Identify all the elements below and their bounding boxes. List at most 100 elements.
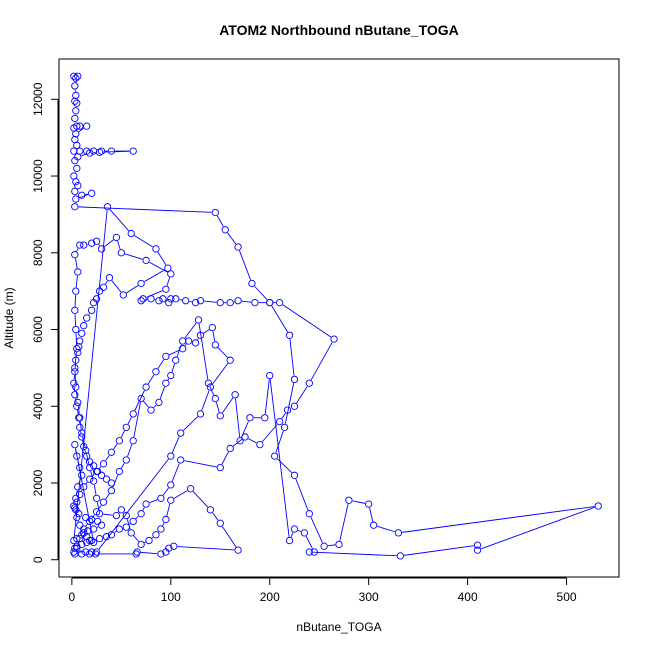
data-point bbox=[129, 410, 137, 418]
data-point bbox=[93, 467, 102, 476]
data-point bbox=[170, 542, 178, 550]
series-segment bbox=[75, 398, 77, 403]
series-segment bbox=[248, 438, 257, 444]
data-point bbox=[107, 479, 116, 487]
data-point bbox=[127, 529, 135, 537]
data-point bbox=[71, 157, 79, 165]
series-segment bbox=[113, 443, 118, 450]
data-point bbox=[172, 295, 180, 303]
data-point bbox=[78, 191, 86, 199]
data-point bbox=[211, 394, 219, 403]
data-point bbox=[305, 510, 313, 518]
series-segment bbox=[127, 444, 133, 457]
series-segment bbox=[75, 258, 78, 269]
series-segment bbox=[402, 506, 595, 533]
series-segment bbox=[198, 323, 209, 380]
series-segment bbox=[352, 500, 366, 504]
data-point bbox=[99, 460, 108, 468]
series-segment bbox=[133, 402, 141, 438]
data-point bbox=[147, 406, 155, 414]
data-point bbox=[159, 295, 167, 303]
series-segment bbox=[297, 529, 301, 532]
series-segment bbox=[275, 430, 284, 453]
series-segment bbox=[480, 506, 595, 550]
data-point bbox=[216, 463, 224, 472]
series-segment bbox=[264, 379, 270, 415]
data-point bbox=[86, 463, 94, 472]
data-point bbox=[231, 391, 239, 399]
data-point bbox=[256, 440, 264, 449]
series-segment bbox=[111, 280, 122, 293]
data-point bbox=[167, 295, 175, 303]
series-segment bbox=[126, 285, 139, 294]
y-tick-label: 0 bbox=[31, 556, 45, 563]
series-segment bbox=[149, 499, 158, 504]
data-point bbox=[266, 371, 274, 380]
data-point bbox=[99, 498, 108, 506]
data-point bbox=[221, 226, 229, 234]
data-point bbox=[71, 440, 79, 449]
data-point bbox=[83, 122, 91, 130]
series-segment bbox=[124, 253, 143, 260]
y-tick-label: 10000 bbox=[31, 159, 45, 193]
data-point bbox=[184, 337, 193, 345]
data-point bbox=[78, 329, 86, 337]
data-point bbox=[75, 414, 83, 422]
data-point bbox=[86, 536, 94, 545]
y-tick-label: 2000 bbox=[31, 469, 45, 496]
series-segment bbox=[221, 526, 237, 548]
data-point bbox=[226, 299, 234, 307]
data-point bbox=[236, 437, 244, 445]
data-point bbox=[369, 521, 378, 529]
data-point bbox=[226, 444, 234, 453]
y-tick-label: 6000 bbox=[31, 316, 45, 343]
data-point bbox=[275, 417, 284, 426]
data-point bbox=[216, 519, 224, 527]
data-point bbox=[112, 233, 121, 242]
series-segment bbox=[166, 503, 171, 516]
series-segment bbox=[73, 210, 108, 537]
data-point bbox=[72, 74, 80, 82]
data-point bbox=[196, 297, 205, 305]
data-point bbox=[76, 241, 84, 249]
series-segment bbox=[74, 314, 77, 326]
data-point bbox=[290, 402, 299, 410]
data-point bbox=[204, 379, 213, 387]
data-point bbox=[107, 448, 116, 456]
data-point bbox=[167, 452, 175, 460]
data-point bbox=[211, 208, 219, 217]
data-point bbox=[177, 429, 185, 437]
data-point bbox=[89, 538, 98, 547]
data-point bbox=[241, 433, 249, 441]
data-point bbox=[167, 371, 175, 380]
data-point bbox=[74, 348, 82, 357]
data-point bbox=[73, 164, 81, 173]
series-segment bbox=[305, 536, 313, 549]
series-segment bbox=[151, 536, 154, 539]
series-segment bbox=[109, 209, 130, 232]
data-point bbox=[72, 383, 80, 391]
series-segment bbox=[254, 285, 268, 301]
data-point bbox=[72, 107, 80, 115]
data-point bbox=[78, 540, 86, 549]
series-segment bbox=[183, 416, 199, 431]
data-point bbox=[320, 542, 328, 550]
series-segment bbox=[284, 383, 295, 424]
series-segment bbox=[171, 436, 180, 453]
series-segment bbox=[369, 507, 374, 522]
data-point bbox=[283, 406, 292, 414]
x-tick-label: 500 bbox=[557, 590, 577, 604]
series-segment bbox=[142, 507, 145, 511]
data-point bbox=[71, 391, 79, 399]
series-segment bbox=[184, 322, 197, 339]
data-point bbox=[594, 502, 602, 510]
series-segment bbox=[296, 386, 308, 404]
data-point bbox=[107, 147, 116, 155]
series-segment bbox=[105, 280, 108, 285]
series-segment bbox=[85, 524, 88, 527]
data-point bbox=[71, 368, 79, 376]
data-point bbox=[102, 533, 111, 541]
series-segment bbox=[227, 232, 237, 245]
series-segment bbox=[327, 544, 336, 547]
data-point bbox=[330, 335, 338, 343]
